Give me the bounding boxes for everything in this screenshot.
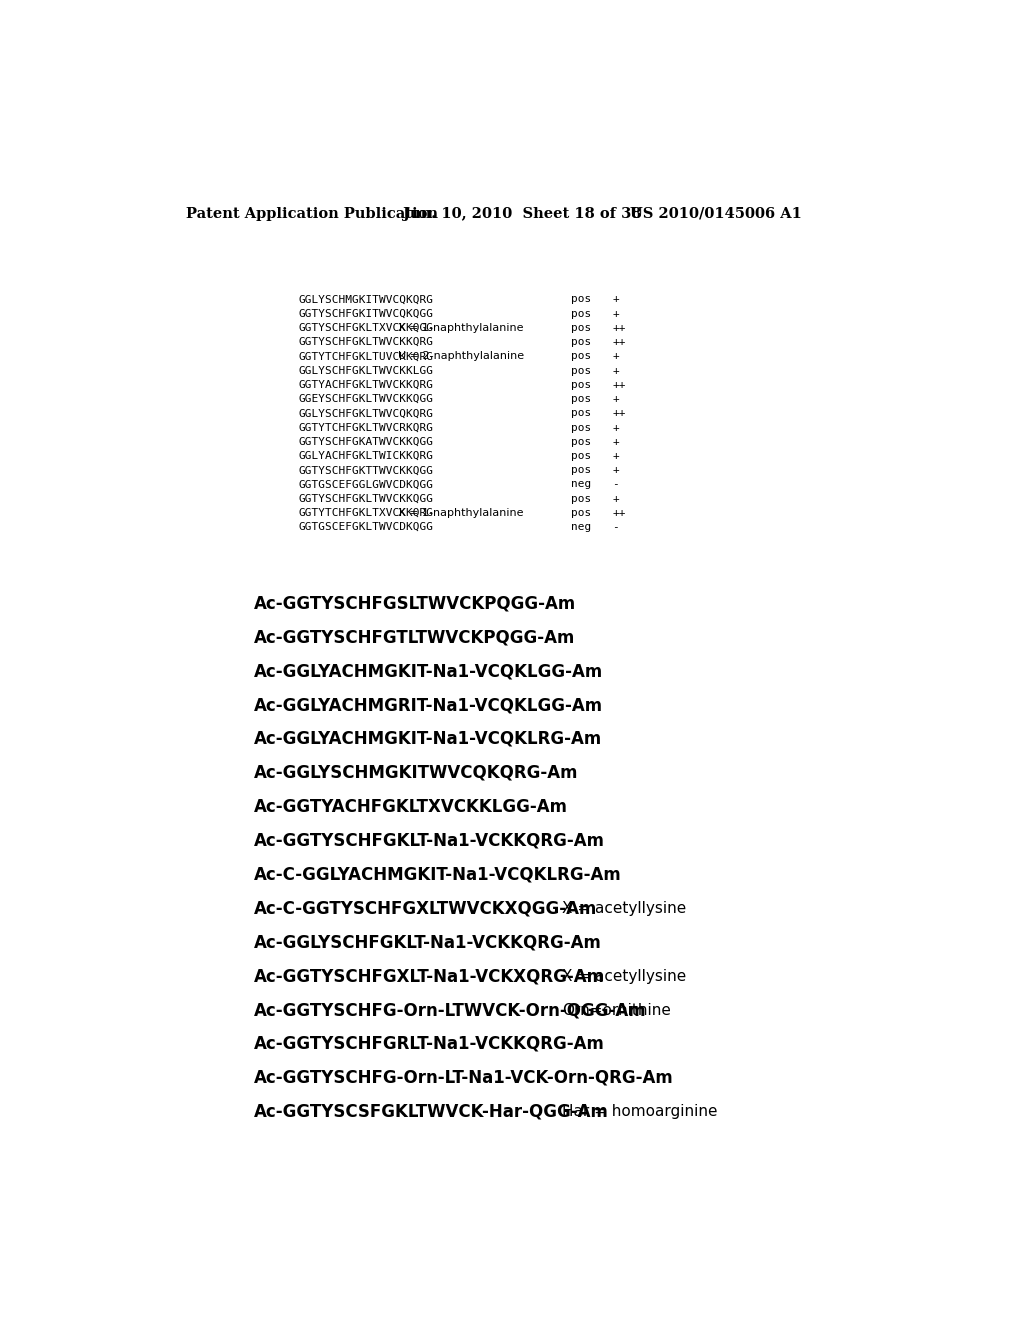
Text: ++: ++ [612, 380, 626, 389]
Text: +: + [612, 395, 620, 404]
Text: GGEYSCHFGKLTWVCKKQGG: GGEYSCHFGKLTWVCKKQGG [299, 395, 433, 404]
Text: Ac-GGTYSCHFGSLTWVCKPQGG-Am: Ac-GGTYSCHFGSLTWVCKPQGG-Am [254, 594, 577, 612]
Text: +: + [612, 366, 620, 375]
Text: pos: pos [571, 366, 592, 375]
Text: X = 1-naphthylalanine: X = 1-naphthylalanine [398, 508, 524, 517]
Text: Orn=ornithine: Orn=ornithine [562, 1002, 671, 1018]
Text: GGTGSCEFGGLGWVCDKQGG: GGTGSCEFGGLGWVCDKQGG [299, 479, 433, 490]
Text: GGTYTCHFGKLTXVCKKQRG: GGTYTCHFGKLTXVCKKQRG [299, 508, 433, 517]
Text: pos: pos [571, 451, 592, 461]
Text: pos: pos [571, 437, 592, 446]
Text: +: + [612, 437, 620, 446]
Text: Ac-GGLYSCHFGKLT-Na1-VCKKQRG-Am: Ac-GGLYSCHFGKLT-Na1-VCKKQRG-Am [254, 933, 602, 952]
Text: GGTYSCHFGKLTXVCKKQGG: GGTYSCHFGKLTXVCKKQGG [299, 323, 433, 333]
Text: US 2010/0145006 A1: US 2010/0145006 A1 [630, 207, 802, 220]
Text: -: - [612, 523, 620, 532]
Text: +: + [612, 465, 620, 475]
Text: Har = homoarginine: Har = homoarginine [562, 1104, 718, 1119]
Text: GGTYTCHFGKLTWVCRKQRG: GGTYTCHFGKLTWVCRKQRG [299, 422, 433, 433]
Text: neg: neg [571, 479, 592, 490]
Text: Ac-GGLYACHMGKIT-Na1-VCQKLRG-Am: Ac-GGLYACHMGKIT-Na1-VCQKLRG-Am [254, 730, 602, 748]
Text: ++: ++ [612, 408, 626, 418]
Text: Ac-GGLYACHMGRIT-Na1-VCQKLGG-Am: Ac-GGLYACHMGRIT-Na1-VCQKLGG-Am [254, 696, 603, 714]
Text: pos: pos [571, 294, 592, 305]
Text: X = acetyllysine: X = acetyllysine [562, 969, 686, 983]
Text: Ac-GGTYSCHFGRLT-Na1-VCKKQRG-Am: Ac-GGTYSCHFGRLT-Na1-VCKKQRG-Am [254, 1035, 605, 1053]
Text: +: + [612, 494, 620, 504]
Text: GGTGSCEFGKLTWVCDKQGG: GGTGSCEFGKLTWVCDKQGG [299, 523, 433, 532]
Text: pos: pos [571, 309, 592, 318]
Text: GGLYSCHMGKITWVCQKQRG: GGLYSCHMGKITWVCQKQRG [299, 294, 433, 305]
Text: GGTYSCHFGKLTWVCKKQRG: GGTYSCHFGKLTWVCKKQRG [299, 337, 433, 347]
Text: pos: pos [571, 422, 592, 433]
Text: pos: pos [571, 351, 592, 362]
Text: pos: pos [571, 494, 592, 504]
Text: Ac-GGTYSCHFG-Orn-LTWVCK-Orn-QGG-Am: Ac-GGTYSCHFG-Orn-LTWVCK-Orn-QGG-Am [254, 1001, 647, 1019]
Text: Jun. 10, 2010  Sheet 18 of 38: Jun. 10, 2010 Sheet 18 of 38 [403, 207, 641, 220]
Text: +: + [612, 422, 620, 433]
Text: ++: ++ [612, 323, 626, 333]
Text: ++: ++ [612, 508, 626, 517]
Text: U = 2-naphthylalanine: U = 2-naphthylalanine [398, 351, 524, 362]
Text: Ac-GGTYACHFGKLTXVCKKLGG-Am: Ac-GGTYACHFGKLTXVCKKLGG-Am [254, 797, 568, 816]
Text: X = 1-naphthylalanine: X = 1-naphthylalanine [398, 323, 524, 333]
Text: Ac-GGTYSCHFGTLTWVCKPQGG-Am: Ac-GGTYSCHFGTLTWVCKPQGG-Am [254, 628, 575, 647]
Text: X = acetyllysine: X = acetyllysine [562, 900, 686, 916]
Text: Ac-C-GGTYSCHFGXLTWVCKXQGG-Am: Ac-C-GGTYSCHFGXLTWVCKXQGG-Am [254, 899, 598, 917]
Text: pos: pos [571, 380, 592, 389]
Text: +: + [612, 451, 620, 461]
Text: neg: neg [571, 523, 592, 532]
Text: Ac-GGLYSCHMGKITWVCQKQRG-Am: Ac-GGLYSCHMGKITWVCQKQRG-Am [254, 764, 579, 781]
Text: GGLYACHFGKLTWICKKQRG: GGLYACHFGKLTWICKKQRG [299, 451, 433, 461]
Text: GGTYSCHFGKITWVCQKQGG: GGTYSCHFGKITWVCQKQGG [299, 309, 433, 318]
Text: pos: pos [571, 337, 592, 347]
Text: pos: pos [571, 323, 592, 333]
Text: GGTYACHFGKLTWVCKKQRG: GGTYACHFGKLTWVCKKQRG [299, 380, 433, 389]
Text: Ac-GGTYSCHFGKLT-Na1-VCKKQRG-Am: Ac-GGTYSCHFGKLT-Na1-VCKKQRG-Am [254, 832, 605, 850]
Text: pos: pos [571, 408, 592, 418]
Text: GGTYSCHFGKTTWVCKKQGG: GGTYSCHFGKTTWVCKKQGG [299, 465, 433, 475]
Text: +: + [612, 309, 620, 318]
Text: GGTYTCHFGKLTUVCKKQRG: GGTYTCHFGKLTUVCKKQRG [299, 351, 433, 362]
Text: pos: pos [571, 508, 592, 517]
Text: GGTYSCHFGKLTWVCKKQGG: GGTYSCHFGKLTWVCKKQGG [299, 494, 433, 504]
Text: Ac-GGLYACHMGKIT-Na1-VCQKLGG-Am: Ac-GGLYACHMGKIT-Na1-VCQKLGG-Am [254, 663, 603, 680]
Text: -: - [612, 479, 620, 490]
Text: GGLYSCHFGKLTWVCKKLGG: GGLYSCHFGKLTWVCKKLGG [299, 366, 433, 375]
Text: ++: ++ [612, 337, 626, 347]
Text: GGLYSCHFGKLTWVCQKQRG: GGLYSCHFGKLTWVCQKQRG [299, 408, 433, 418]
Text: +: + [612, 351, 620, 362]
Text: +: + [612, 294, 620, 305]
Text: Ac-C-GGLYACHMGKIT-Na1-VCQKLRG-Am: Ac-C-GGLYACHMGKIT-Na1-VCQKLRG-Am [254, 866, 622, 883]
Text: Patent Application Publication: Patent Application Publication [186, 207, 438, 220]
Text: pos: pos [571, 465, 592, 475]
Text: Ac-GGTYSCHFG-Orn-LT-Na1-VCK-Orn-QRG-Am: Ac-GGTYSCHFG-Orn-LT-Na1-VCK-Orn-QRG-Am [254, 1069, 674, 1086]
Text: pos: pos [571, 395, 592, 404]
Text: GGTYSCHFGKATWVCKKQGG: GGTYSCHFGKATWVCKKQGG [299, 437, 433, 446]
Text: Ac-GGTYSCSFGKLTWVCK-Har-QGG-Am: Ac-GGTYSCSFGKLTWVCK-Har-QGG-Am [254, 1102, 609, 1121]
Text: Ac-GGTYSCHFGXLT-Na1-VCKXQRG-Am: Ac-GGTYSCHFGXLT-Na1-VCKXQRG-Am [254, 968, 605, 985]
